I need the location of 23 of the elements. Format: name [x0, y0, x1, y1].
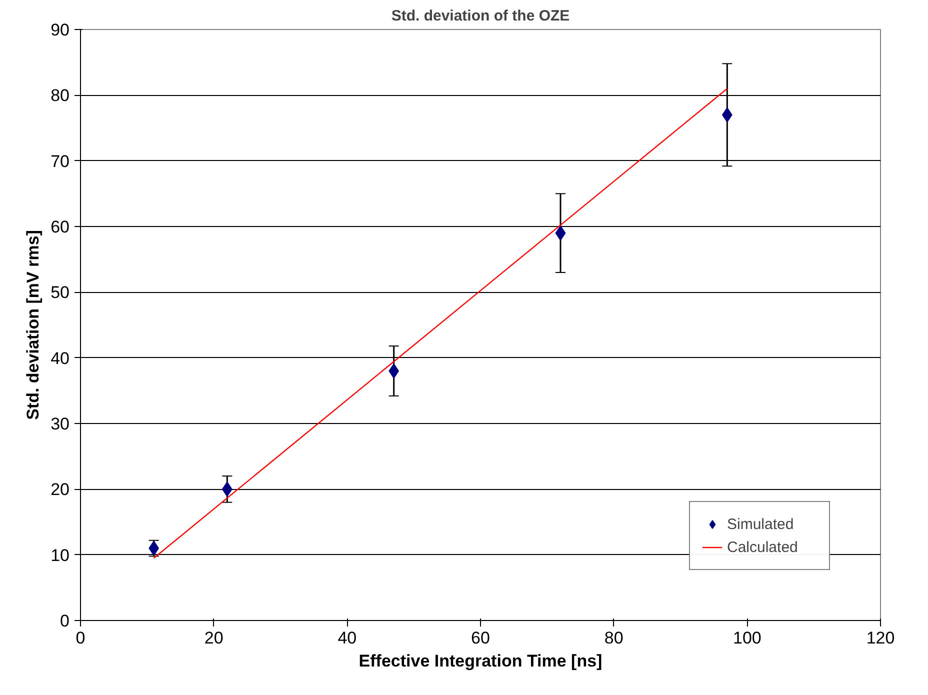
y-tick-label: 60: [50, 218, 70, 236]
x-axis-title: Effective Integration Time [ns]: [358, 652, 602, 670]
y-tick-label: 20: [50, 480, 70, 500]
x-tick-label: 60: [471, 628, 490, 648]
y-tick-label: 70: [50, 152, 70, 171]
y-tick-label: 90: [50, 20, 70, 40]
y-axis-title: Std. deviation [mV rms]: [24, 230, 43, 420]
x-tick-label: 20: [204, 628, 224, 648]
y-tick-label: 0: [60, 612, 70, 630]
y-tick-label: 40: [50, 348, 70, 368]
point: [555, 226, 566, 241]
x-tick-label: 120: [866, 628, 895, 648]
x-tick-label: 0: [76, 628, 86, 648]
y-tick-label: 80: [50, 86, 70, 106]
y-tick-label: 10: [50, 546, 70, 565]
legend-label: Calculated: [727, 538, 799, 556]
x-tick-label: 40: [338, 628, 357, 648]
chart-title: Std. deviation of the OZE: [391, 8, 570, 24]
x-tick-label: 100: [732, 628, 762, 648]
x-tick-label: 80: [604, 628, 624, 648]
y-tick-label: 50: [50, 283, 70, 302]
y-tick-label: 30: [50, 414, 70, 434]
legend-label: Simulated: [727, 516, 795, 532]
